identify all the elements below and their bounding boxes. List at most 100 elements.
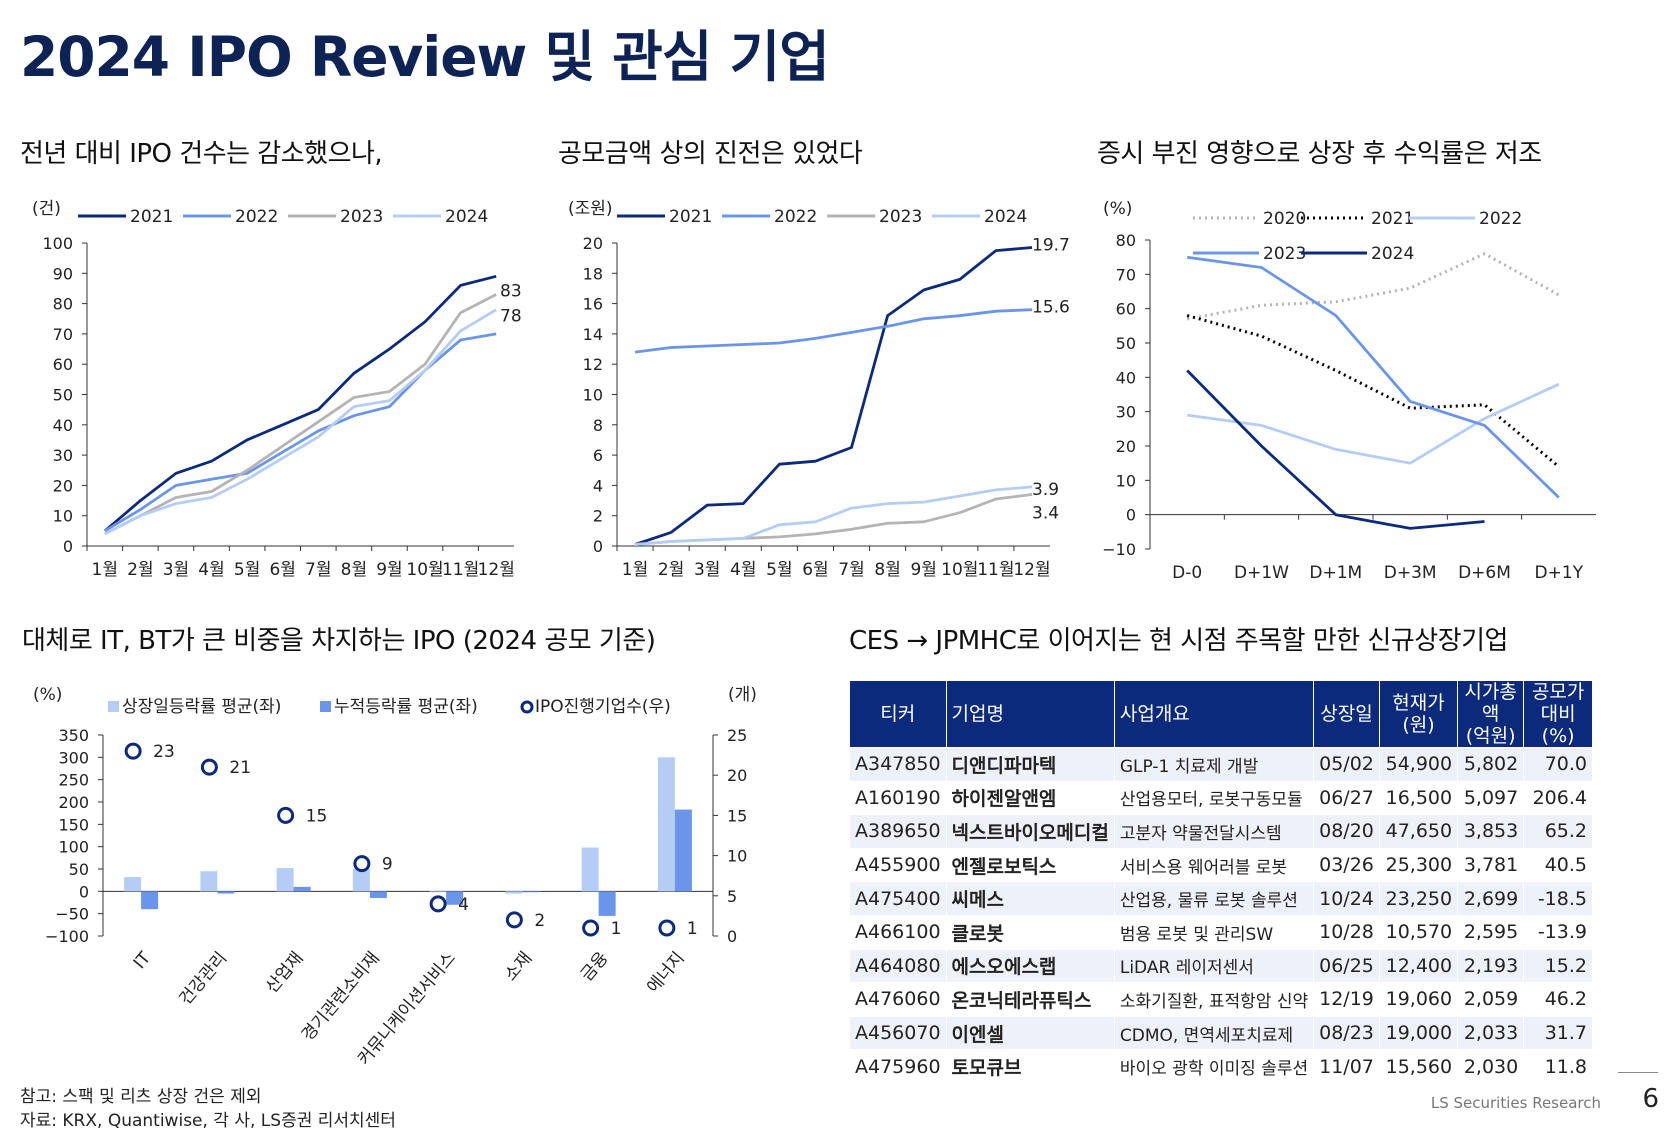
chart1-y-tick-label: 30 — [53, 446, 73, 465]
table-cell: 디앤디파마텍 — [945, 747, 1115, 782]
table-cell: 19,000 — [1378, 1015, 1459, 1051]
chart4-bar-listing-day — [657, 757, 675, 892]
chart4-marker-count — [353, 855, 371, 873]
chart4-left-tick-label: 100 — [58, 838, 89, 857]
chart2-legend-label-2024: 2024 — [984, 207, 1027, 227]
chart1-x-tick-label: 12월 — [478, 560, 515, 580]
chart4-right-unit: (개) — [728, 685, 757, 705]
chart2-y-tick-label: 16 — [583, 295, 603, 314]
chart2-series-2024 — [634, 485, 1033, 546]
chart2-end-label: 15.6 — [1032, 298, 1070, 318]
chart4-bar-cumulative — [217, 891, 235, 894]
table-cell: A464080 — [849, 948, 947, 984]
chart3-legend-label-2021: 2021 — [1371, 209, 1414, 229]
table-cell: A476060 — [849, 982, 947, 1017]
chart1-legend-label-2024: 2024 — [445, 207, 488, 227]
chart4-bar-cumulative — [141, 891, 159, 910]
chart1-x-tick-label: 6월 — [269, 560, 295, 580]
chart4-marker-label: 23 — [153, 742, 175, 762]
table-header-cell: 상장일 — [1313, 680, 1380, 748]
chart1-y-tick-label: 40 — [53, 416, 73, 435]
chart3-y-tick-label: 10 — [1116, 471, 1136, 490]
chart2-y-tick-label: 18 — [583, 264, 603, 283]
chart3-series-2023 — [1187, 255, 1560, 499]
table-cell: 온코닉테라퓨틱스 — [945, 982, 1115, 1017]
chart3-x-tick-label: D+3M — [1384, 563, 1437, 583]
table-cell: 65.2 — [1523, 814, 1593, 849]
note-source: 자료: KRX, Quantiwise, 각 사, LS증권 리서치센터 — [20, 1111, 396, 1131]
chart4-bar-listing-day — [505, 891, 523, 894]
table-header-cell: 공모가대비 (%) — [1523, 680, 1593, 748]
chart4-left-tick-label: −100 — [45, 927, 89, 946]
table-cell: 에스오에스랩 — [945, 948, 1115, 984]
chart4-right-tick-label: 25 — [727, 726, 747, 745]
chart1-y-tick-label: 10 — [53, 507, 73, 526]
chart3-y-tick-label: 80 — [1116, 231, 1136, 250]
chart3-series-2022 — [1187, 382, 1560, 465]
chart4-marker-count — [429, 895, 447, 913]
chart4-legend-label: 누적등락률 평균(좌) — [334, 697, 478, 717]
chart3-x-tick-label: D+1M — [1309, 563, 1362, 583]
page-number: 6 — [1642, 1084, 1659, 1114]
table-cell: 06/25 — [1313, 948, 1380, 984]
chart4-bar-listing-day — [429, 891, 447, 893]
chart3-series-2020 — [1186, 252, 1560, 321]
chart2-series-2023 — [634, 493, 1033, 546]
chart1-y-tick-label: 50 — [53, 386, 73, 405]
table-cell: 15.2 — [1523, 948, 1593, 984]
chart3-y-tick-label: 40 — [1116, 368, 1136, 387]
chart2-legend-label-2023: 2023 — [879, 207, 922, 227]
chart4-category-label: 금융 — [577, 948, 612, 985]
chart4-left-unit: (%) — [33, 685, 62, 705]
chart1-x-tick-label: 2월 — [127, 560, 153, 580]
chart3-legend-label-2024: 2024 — [1371, 244, 1414, 264]
table-cell: 5,802 — [1457, 747, 1525, 782]
chart2-x-tick-label: 11월 — [977, 560, 1014, 580]
table-cell: A347850 — [849, 747, 947, 782]
table-header-cell: 기업명 — [945, 680, 1115, 748]
chart3-series-2024 — [1186, 369, 1485, 530]
chart4-left-tick-label: 350 — [58, 726, 89, 745]
chart2-legend-label-2021: 2021 — [669, 207, 712, 227]
table-cell: 2,595 — [1457, 914, 1525, 950]
chart4-left-tick-label: 300 — [58, 748, 89, 767]
chart1-subtitle: 전년 대비 IPO 건수는 감소했으나, — [20, 139, 383, 169]
table-cell: A456070 — [849, 1015, 947, 1051]
chart4-left-tick-label: −50 — [55, 905, 89, 924]
chart4-left-tick-label: 0 — [79, 882, 89, 901]
chart2-y-tick-label: 6 — [593, 446, 603, 465]
chart4-category-label: 건강관리 — [176, 948, 232, 1009]
chart2-x-tick-label: 12월 — [1013, 560, 1050, 580]
table-cell: LiDAR 레이저센서 — [1113, 948, 1315, 984]
chart4-right-tick-label: 0 — [727, 927, 737, 946]
chart4-right-tick-label: 5 — [727, 887, 737, 906]
table-cell: 하이젠알앤엠 — [945, 780, 1115, 816]
chart1-y-tick-label: 60 — [53, 355, 73, 374]
chart2-legend-label-2022: 2022 — [774, 207, 817, 227]
chart4-bar-listing-day — [581, 847, 599, 892]
table-cell: 엔젤로보틱스 — [945, 847, 1115, 883]
chart4-legend-marker — [520, 700, 534, 714]
chart1-y-tick-label: 80 — [53, 295, 73, 314]
chart4-left-tick-label: 250 — [58, 771, 89, 790]
chart2-x-tick-label: 1월 — [622, 560, 648, 580]
chart1-x-tick-label: 9월 — [376, 560, 402, 580]
chart1-legend-label-2023: 2023 — [340, 207, 383, 227]
footer-brand: LS Securities Research — [1430, 1094, 1601, 1112]
table-cell: 47,650 — [1378, 814, 1459, 849]
chart4-right-tick-label: 15 — [727, 806, 747, 825]
table-header-cell: 시가총액 (억원) — [1457, 680, 1525, 748]
chart4-legend-label: 상장일등락률 평균(좌) — [122, 697, 281, 717]
table-cell: 2,033 — [1457, 1015, 1525, 1051]
table-cell: 고분자 약물전달시스템 — [1113, 814, 1315, 849]
chart4-marker-count — [277, 806, 295, 824]
table-cell: 06/27 — [1313, 780, 1380, 816]
table-cell: 산업용모터, 로봇구동모듈 — [1113, 780, 1315, 816]
chart4-bar-listing-day — [276, 868, 294, 892]
chart1-series-2024 — [104, 308, 497, 536]
table-row: A160190 하이젠알앤엠 산업용모터, 로봇구동모듈 06/27 16,500 5,0… — [849, 780, 1593, 816]
chart2-x-tick-label: 3월 — [694, 560, 720, 580]
table-row: A389650 넥스트바이오메디컬 고분자 약물전달시스템 08/20 47,650 3,… — [849, 814, 1593, 849]
chart4-right-tick-label: 10 — [727, 847, 747, 866]
chart3-y-tick-label: 60 — [1116, 300, 1136, 319]
